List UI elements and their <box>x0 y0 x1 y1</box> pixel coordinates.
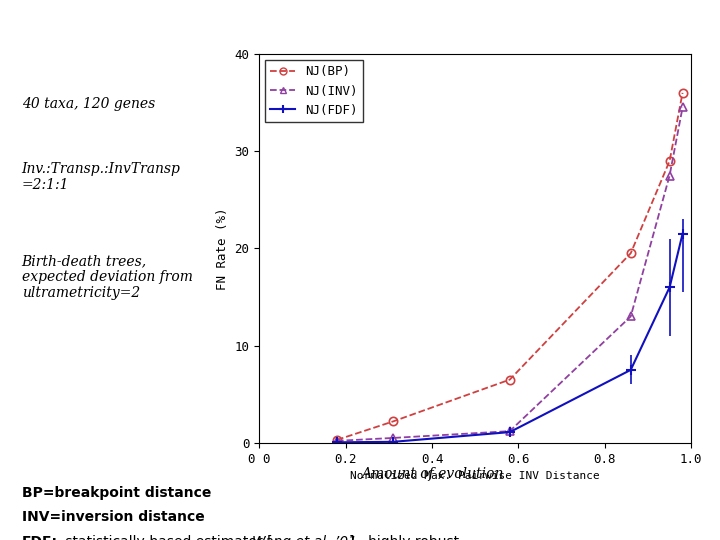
Text: ] - highly robust.: ] - highly robust. <box>349 535 464 540</box>
Text: Amount of evolution: Amount of evolution <box>361 467 503 481</box>
Text: BP=breakpoint distance: BP=breakpoint distance <box>22 486 211 500</box>
Text: Birth-death trees,
expected deviation from
ultrametricity=2: Birth-death trees, expected deviation fr… <box>22 254 192 300</box>
Y-axis label: FN Rate (%): FN Rate (%) <box>216 207 229 289</box>
Text: statistically-based estimator [: statistically-based estimator [ <box>61 535 273 540</box>
Legend: NJ(BP), NJ(INV), NJ(FDF): NJ(BP), NJ(INV), NJ(FDF) <box>266 60 363 122</box>
Text: Inv.:Transp.:InvTransp
=2:1:1: Inv.:Transp.:InvTransp =2:1:1 <box>22 162 181 192</box>
Text: EDE:: EDE: <box>22 535 58 540</box>
Text: INV=inversion distance: INV=inversion distance <box>22 510 204 524</box>
Text: 40 taxa, 120 genes: 40 taxa, 120 genes <box>22 97 155 111</box>
Text: Wang et al. ’01: Wang et al. ’01 <box>252 535 357 540</box>
X-axis label: Normalized Max. Pairwise INV Distance: Normalized Max. Pairwise INV Distance <box>351 471 600 481</box>
